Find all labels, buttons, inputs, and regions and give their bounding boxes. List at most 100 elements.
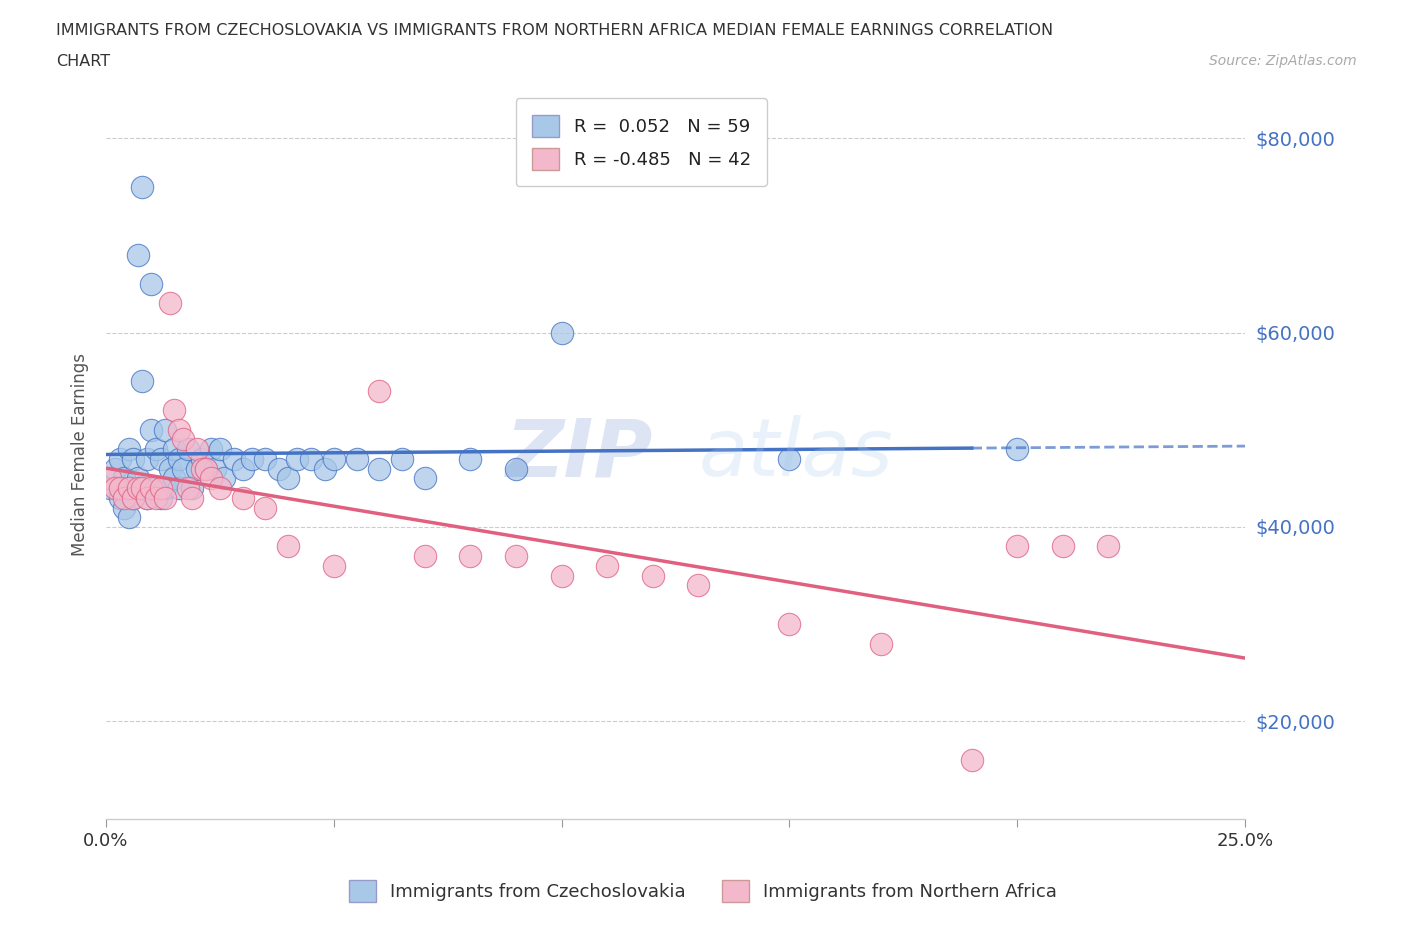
Point xyxy=(186,461,208,476)
Point xyxy=(322,558,344,573)
Point xyxy=(200,471,222,485)
Point xyxy=(208,442,231,457)
Point xyxy=(112,500,135,515)
Point xyxy=(460,451,482,466)
Point xyxy=(118,481,141,496)
Point xyxy=(153,422,176,437)
Point xyxy=(778,451,800,466)
Point xyxy=(159,296,181,311)
Point xyxy=(172,432,194,447)
Point xyxy=(688,578,710,592)
Point xyxy=(505,549,527,564)
Point xyxy=(153,490,176,505)
Text: Source: ZipAtlas.com: Source: ZipAtlas.com xyxy=(1209,54,1357,68)
Point xyxy=(104,461,127,476)
Point xyxy=(122,490,145,505)
Point xyxy=(550,568,572,583)
Point xyxy=(322,451,344,466)
Point xyxy=(127,247,149,262)
Point xyxy=(190,451,212,466)
Point xyxy=(391,451,413,466)
Legend: R =  0.052   N = 59, R = -0.485   N = 42: R = 0.052 N = 59, R = -0.485 N = 42 xyxy=(516,99,766,186)
Point xyxy=(1007,539,1029,554)
Point xyxy=(1097,539,1119,554)
Point xyxy=(1052,539,1074,554)
Point xyxy=(314,461,336,476)
Point xyxy=(112,471,135,485)
Point xyxy=(163,471,186,485)
Point xyxy=(190,461,212,476)
Point xyxy=(960,753,983,768)
Point xyxy=(145,481,167,496)
Point xyxy=(177,442,200,457)
Point xyxy=(135,490,157,505)
Point xyxy=(277,471,299,485)
Text: IMMIGRANTS FROM CZECHOSLOVAKIA VS IMMIGRANTS FROM NORTHERN AFRICA MEDIAN FEMALE : IMMIGRANTS FROM CZECHOSLOVAKIA VS IMMIGR… xyxy=(56,23,1053,38)
Text: ZIP: ZIP xyxy=(505,415,652,493)
Point xyxy=(254,451,277,466)
Point xyxy=(141,422,163,437)
Point xyxy=(186,442,208,457)
Point xyxy=(167,481,190,496)
Text: atlas: atlas xyxy=(699,415,893,493)
Point xyxy=(413,549,436,564)
Point xyxy=(368,383,391,398)
Point xyxy=(118,442,141,457)
Point xyxy=(112,490,135,505)
Point xyxy=(149,451,172,466)
Point xyxy=(232,490,254,505)
Point xyxy=(596,558,619,573)
Point xyxy=(195,461,218,476)
Point xyxy=(267,461,290,476)
Point xyxy=(118,510,141,525)
Text: CHART: CHART xyxy=(56,54,110,69)
Point xyxy=(118,481,141,496)
Point xyxy=(127,481,149,496)
Point xyxy=(346,451,368,466)
Point xyxy=(108,481,131,496)
Point xyxy=(172,461,194,476)
Point xyxy=(778,617,800,631)
Point xyxy=(108,490,131,505)
Point xyxy=(141,481,163,496)
Point xyxy=(505,461,527,476)
Point xyxy=(299,451,322,466)
Point xyxy=(145,442,167,457)
Point xyxy=(131,179,153,194)
Point xyxy=(104,481,127,496)
Point xyxy=(159,461,181,476)
Point xyxy=(181,490,204,505)
Point xyxy=(240,451,263,466)
Point xyxy=(141,276,163,291)
Point xyxy=(167,422,190,437)
Point xyxy=(127,471,149,485)
Point xyxy=(181,481,204,496)
Point xyxy=(869,636,891,651)
Point xyxy=(641,568,664,583)
Point xyxy=(108,451,131,466)
Point xyxy=(1007,442,1029,457)
Point xyxy=(195,461,218,476)
Legend: Immigrants from Czechoslovakia, Immigrants from Northern Africa: Immigrants from Czechoslovakia, Immigran… xyxy=(335,866,1071,916)
Point xyxy=(460,549,482,564)
Point xyxy=(222,451,245,466)
Point xyxy=(163,442,186,457)
Point xyxy=(177,481,200,496)
Point xyxy=(122,490,145,505)
Point xyxy=(214,471,236,485)
Point xyxy=(135,451,157,466)
Y-axis label: Median Female Earnings: Median Female Earnings xyxy=(72,352,89,555)
Point xyxy=(100,481,122,496)
Point xyxy=(413,471,436,485)
Point xyxy=(232,461,254,476)
Point xyxy=(149,481,172,496)
Point xyxy=(167,451,190,466)
Point xyxy=(100,471,122,485)
Point xyxy=(149,490,172,505)
Point xyxy=(131,374,153,389)
Point xyxy=(254,500,277,515)
Point xyxy=(153,481,176,496)
Point xyxy=(208,481,231,496)
Point xyxy=(285,451,308,466)
Point xyxy=(200,442,222,457)
